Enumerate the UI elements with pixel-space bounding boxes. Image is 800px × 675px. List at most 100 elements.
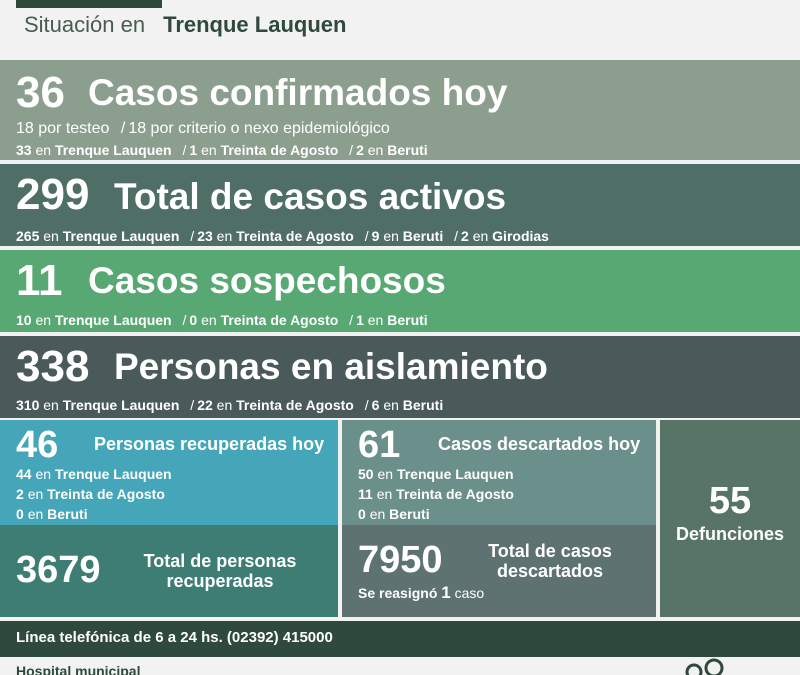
confirmed-number: 36 <box>16 68 65 117</box>
separator: / <box>190 397 195 413</box>
recovered-total-title: Total de personas recuperadas <box>130 551 310 591</box>
title-line: Total de casos <box>488 541 612 561</box>
confirmed-breakdown-method: 18 por testeo /18 por criterio o nexo ep… <box>16 120 390 138</box>
header-accent-bar <box>16 0 162 8</box>
title-line: recuperadas <box>166 571 274 591</box>
separator: / <box>190 228 195 244</box>
confirmed-breakdown-place: 33 en Trenque Lauquen /1 en Treinta de A… <box>16 142 428 158</box>
place: Beruti <box>47 506 88 522</box>
en-word: en <box>383 397 399 413</box>
separator: / <box>454 228 459 244</box>
place: Trenque Lauquen <box>62 397 180 413</box>
place: Treinta de Agosto <box>47 486 165 502</box>
deaths-label: Defunciones <box>675 524 785 544</box>
recovered-row: 0 en Beruti <box>16 506 88 522</box>
en-word: en <box>367 312 384 328</box>
suspected-title: Casos sospechosos <box>88 260 446 301</box>
separator: / <box>182 312 187 328</box>
value: 23 <box>197 228 213 244</box>
discarded-row: 50 en Trenque Lauquen <box>358 466 514 482</box>
isolation-breakdown-place: 310 en Trenque Lauquen /22 en Treinta de… <box>16 397 443 413</box>
discarded-today-box: 61 Casos descartados hoy 50 en Trenque L… <box>342 420 656 525</box>
reassigned-note: Se reasignó 1 caso <box>358 583 484 603</box>
separator: / <box>364 397 369 413</box>
recovered-total-number: 3679 <box>16 549 101 591</box>
active-number: 299 <box>16 170 90 219</box>
place: Beruti <box>387 312 428 328</box>
header: Situación en Trenque Lauquen <box>24 12 346 42</box>
suspected-number: 11 <box>16 256 63 305</box>
en-word: en <box>472 228 489 244</box>
isolation-band: 338 Personas en aislamiento 310 en Trenq… <box>0 336 800 418</box>
value: 2 <box>461 228 469 244</box>
place: Treinta de Agosto <box>220 312 339 328</box>
value: 22 <box>197 397 213 413</box>
footer-hospital-text: Hospital municipal <box>16 663 141 675</box>
separator: / <box>349 312 354 328</box>
place: Trenque Lauquen <box>54 466 172 482</box>
value: 33 <box>16 142 32 158</box>
value: 0 <box>358 506 366 522</box>
value: 0 <box>16 506 24 522</box>
confirmed-cases-band: 36 Casos confirmados hoy 18 por testeo /… <box>0 60 800 160</box>
en-word: en <box>369 506 386 522</box>
en-word: en <box>216 228 233 244</box>
suspected-breakdown-place: 10 en Trenque Lauquen /0 en Treinta de A… <box>16 312 428 328</box>
active-cases-band: 299 Total de casos activos 265 en Trenqu… <box>0 164 800 246</box>
phone-bar: Línea telefónica de 6 a 24 hs. (02392) 4… <box>0 621 800 657</box>
place: Trenque Lauquen <box>54 142 172 158</box>
suspected-cases-band: 11 Casos sospechosos 10 en Trenque Lauqu… <box>0 250 800 332</box>
value: 9 <box>371 228 380 244</box>
discarded-row: 0 en Beruti <box>358 506 430 522</box>
en-word: en <box>43 228 59 244</box>
discarded-total-title: Total de casos descartados <box>470 541 630 581</box>
place: Trenque Lauquen <box>62 228 180 244</box>
place: Treinta de Agosto <box>236 228 354 244</box>
place: Trenque Lauquen <box>396 466 514 482</box>
place: Beruti <box>402 228 444 244</box>
deaths-box: 55 Defunciones <box>660 420 800 617</box>
header-prefix: Situación en <box>24 12 146 37</box>
value: 265 <box>16 228 40 244</box>
title-line: Total de personas <box>143 551 297 571</box>
place: Beruti <box>387 142 428 158</box>
recovered-today-box: 46 Personas recuperadas hoy 44 en Trenqu… <box>0 420 338 525</box>
recovered-total-box: 3679 Total de personas recuperadas <box>0 525 338 617</box>
place: Treinta de Agosto <box>220 142 339 158</box>
isolation-number: 338 <box>16 342 90 391</box>
isolation-title: Personas en aislamiento <box>114 346 548 387</box>
value: 50 <box>358 466 374 482</box>
recovered-today-number: 46 <box>16 424 59 466</box>
place: Beruti <box>402 397 444 413</box>
value: 10 <box>16 312 32 328</box>
separator: / <box>364 228 369 244</box>
discarded-today-number: 61 <box>358 424 401 466</box>
en-word: en <box>367 142 384 158</box>
place: Trenque Lauquen <box>54 312 172 328</box>
value: 11 <box>358 486 373 502</box>
value: 2 <box>16 486 24 502</box>
value: 0 <box>189 312 198 328</box>
place: Treinta de Agosto <box>396 486 514 502</box>
value: 2 <box>356 142 364 158</box>
en-word: en <box>27 486 44 502</box>
en-word: en <box>377 466 394 482</box>
en-word: en <box>383 228 399 244</box>
discarded-row: 11 en Treinta de Agosto <box>358 486 514 502</box>
en-word: en <box>35 142 52 158</box>
place: Girodias <box>492 228 549 244</box>
recovered-row: 44 en Trenque Lauquen <box>16 466 172 482</box>
en-word: en <box>201 142 217 158</box>
note-value: 1 <box>441 583 451 602</box>
en-word: en <box>216 397 233 413</box>
value: 1 <box>189 142 198 158</box>
recovered-today-title: Personas recuperadas hoy <box>94 434 325 454</box>
en-word: en <box>35 312 52 328</box>
en-word: en <box>27 506 44 522</box>
en-word: en <box>376 486 393 502</box>
active-title: Total de casos activos <box>114 176 507 217</box>
value: 44 <box>16 466 32 482</box>
value: 310 <box>16 397 40 413</box>
note-prefix: Se reasignó <box>358 585 438 601</box>
phone-line-text[interactable]: Línea telefónica de 6 a 24 hs. (02392) 4… <box>16 629 333 646</box>
